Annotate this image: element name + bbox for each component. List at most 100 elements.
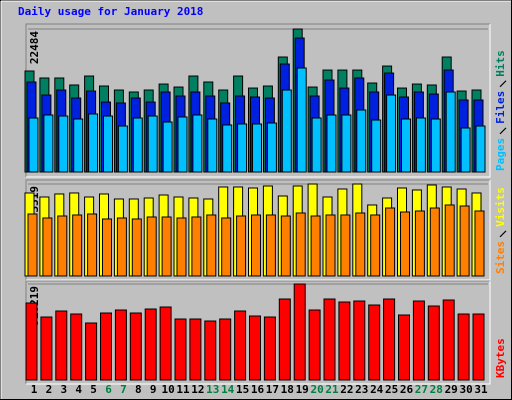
x-tick-label: 2 [46,383,53,396]
x-tick-label: 12 [191,383,204,396]
x-tick-label: 16 [251,383,265,396]
bar [87,213,98,277]
x-tick-label: 26 [400,383,414,396]
bar [400,211,410,277]
bar [442,299,455,381]
panel-bevel [26,24,491,178]
bar [293,283,306,381]
bar [341,114,352,173]
bar [429,207,440,277]
x-tick-label: 23 [355,383,368,396]
x-tick-label: 3 [60,383,67,396]
bar [25,302,38,381]
legend-entry: Sites [494,241,507,274]
bar [415,117,426,173]
bar [72,214,83,277]
bar [114,309,127,381]
bar [385,207,396,277]
legend-entry: Hits [494,50,507,77]
bar [147,115,158,173]
bar [340,214,351,277]
x-tick-label: 28 [430,383,443,396]
x-tick-label: 10 [161,383,174,396]
bar [129,312,142,381]
bar [159,306,172,381]
bar [430,118,441,173]
bar [414,210,425,277]
bar [401,118,411,173]
legend-entry: Pages [494,138,507,171]
bar [221,217,232,277]
bar [295,212,306,277]
bar [472,313,485,381]
bar [42,217,53,277]
panel-bevel [26,281,491,385]
bar [43,114,54,173]
bar [192,114,203,173]
bar [457,313,470,381]
bar [85,322,98,381]
bar [162,121,173,173]
x-tick-label: 8 [135,383,142,396]
x-tick-label: 15 [236,383,249,396]
bar [263,316,276,381]
bar [100,312,112,381]
bar [353,300,366,381]
legend-separator [499,230,507,238]
bar [323,298,336,381]
x-tick-label: 29 [445,383,458,396]
bar [280,215,291,277]
bar [368,304,381,381]
bar [88,113,99,173]
x-tick-label: 7 [120,383,127,396]
x-tick-label: 17 [266,383,279,396]
bar [310,215,321,277]
bar [191,216,202,277]
bar [427,305,440,381]
x-tick-label: 18 [281,383,294,396]
bar [252,123,262,173]
bar [117,125,128,173]
bar [116,217,127,277]
bar [444,204,455,277]
legend-entry: Files [494,91,507,124]
x-tick-label: 25 [385,383,398,396]
bar [102,218,112,277]
bar [356,109,367,173]
x-tick-label: 21 [325,383,339,396]
bar [146,216,157,277]
x-tick-label: 9 [150,383,157,396]
bar [219,318,232,381]
bar [144,308,157,381]
bar [103,115,113,173]
bar [73,118,84,173]
panel-bevel [26,180,491,281]
x-tick-label: 31 [474,383,488,396]
bar [176,217,187,277]
bar [161,216,172,277]
legend-separator [499,80,507,88]
legend-entry: Visits [494,187,507,227]
bar [311,117,322,173]
bar [207,118,218,173]
x-tick-label: 20 [310,383,323,396]
bar [204,320,217,381]
bar [132,117,143,173]
bar [371,119,382,173]
bar [189,318,202,381]
bar [131,218,142,277]
bar [237,123,248,173]
bar [278,298,291,381]
bar [222,124,233,173]
bar [474,210,485,277]
bar [326,114,337,173]
bar [370,214,381,277]
bar [251,214,261,277]
bar [325,214,336,277]
y-tick-label: 22484 [28,31,41,64]
chart-title: Daily usage for January 2018 [18,5,203,18]
bar [234,310,247,381]
bar [57,215,68,277]
bar [398,314,410,381]
